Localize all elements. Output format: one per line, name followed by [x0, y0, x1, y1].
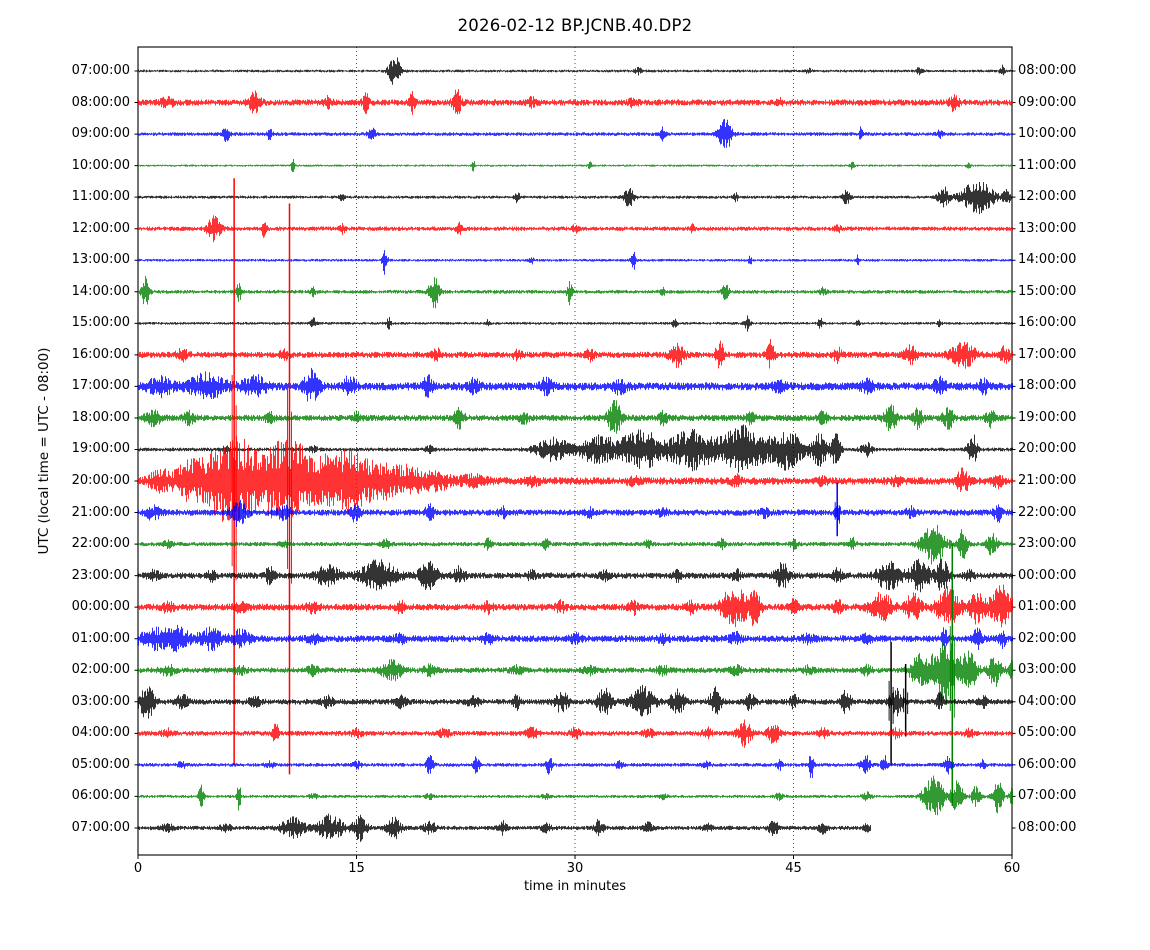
- right-time-label: 04:00:00: [1018, 693, 1077, 709]
- right-time-label: 12:00:00: [1018, 189, 1077, 205]
- left-time-label: 10:00:00: [71, 157, 130, 173]
- right-time-label: 01:00:00: [1018, 599, 1077, 615]
- left-time-label: 19:00:00: [71, 441, 130, 457]
- left-time-label: 07:00:00: [71, 819, 130, 835]
- right-time-label: 16:00:00: [1018, 315, 1077, 331]
- left-time-label: 08:00:00: [71, 94, 130, 110]
- left-time-label: 15:00:00: [71, 315, 130, 331]
- left-time-label: 07:00:00: [71, 63, 130, 78]
- left-time-label: 20:00:00: [71, 473, 130, 489]
- right-time-label: 13:00:00: [1018, 220, 1077, 236]
- left-time-label: 05:00:00: [71, 756, 130, 772]
- right-time-label: 11:00:00: [1018, 157, 1077, 173]
- right-time-label: 06:00:00: [1018, 756, 1077, 772]
- right-time-label: 05:00:00: [1018, 725, 1077, 741]
- right-time-label: 14:00:00: [1018, 252, 1077, 268]
- right-time-label: 18:00:00: [1018, 378, 1077, 394]
- left-time-label: 03:00:00: [71, 693, 130, 709]
- right-time-label: 09:00:00: [1018, 94, 1077, 110]
- right-time-label: 15:00:00: [1018, 283, 1077, 299]
- right-time-label: 23:00:00: [1018, 536, 1077, 552]
- left-time-label: 12:00:00: [71, 220, 130, 236]
- left-time-label: 17:00:00: [71, 378, 130, 394]
- right-time-label: 08:00:00: [1018, 63, 1077, 78]
- chart-title: 2026-02-12 BP.JCNB.40.DP2: [457, 16, 693, 35]
- right-time-label: 20:00:00: [1018, 441, 1077, 457]
- left-time-label: 16:00:00: [71, 346, 130, 362]
- left-time-label: 11:00:00: [71, 189, 130, 205]
- x-tick-label: 30: [566, 861, 584, 876]
- left-time-label: 18:00:00: [71, 409, 130, 425]
- x-tick-label: 60: [1003, 861, 1021, 876]
- right-time-label: 22:00:00: [1018, 504, 1077, 520]
- left-time-label: 09:00:00: [71, 126, 130, 142]
- left-time-label: 01:00:00: [71, 630, 130, 646]
- right-time-label: 10:00:00: [1018, 126, 1077, 142]
- right-time-label: 07:00:00: [1018, 788, 1077, 804]
- left-time-label: 21:00:00: [71, 504, 130, 520]
- right-time-label: 03:00:00: [1018, 662, 1077, 678]
- right-time-label: 00:00:00: [1018, 567, 1077, 583]
- left-time-label: 04:00:00: [71, 725, 130, 741]
- left-time-label: 02:00:00: [71, 662, 130, 678]
- left-time-label: 06:00:00: [71, 788, 130, 804]
- left-time-label: 22:00:00: [71, 536, 130, 552]
- right-time-label: 17:00:00: [1018, 346, 1077, 362]
- right-time-label: 08:00:00: [1018, 819, 1077, 835]
- left-time-label: 14:00:00: [71, 283, 130, 299]
- left-time-label: 00:00:00: [71, 599, 130, 615]
- right-time-label: 21:00:00: [1018, 473, 1077, 489]
- x-tick-label: 0: [133, 861, 143, 876]
- x-tick-label: 15: [348, 861, 365, 876]
- left-time-label: 23:00:00: [71, 567, 130, 583]
- right-time-label: 02:00:00: [1018, 630, 1077, 646]
- x-tick-label: 45: [785, 861, 802, 876]
- x-axis-label: time in minutes: [523, 879, 627, 894]
- right-time-label: 19:00:00: [1018, 409, 1077, 425]
- left-time-label: 13:00:00: [71, 252, 130, 268]
